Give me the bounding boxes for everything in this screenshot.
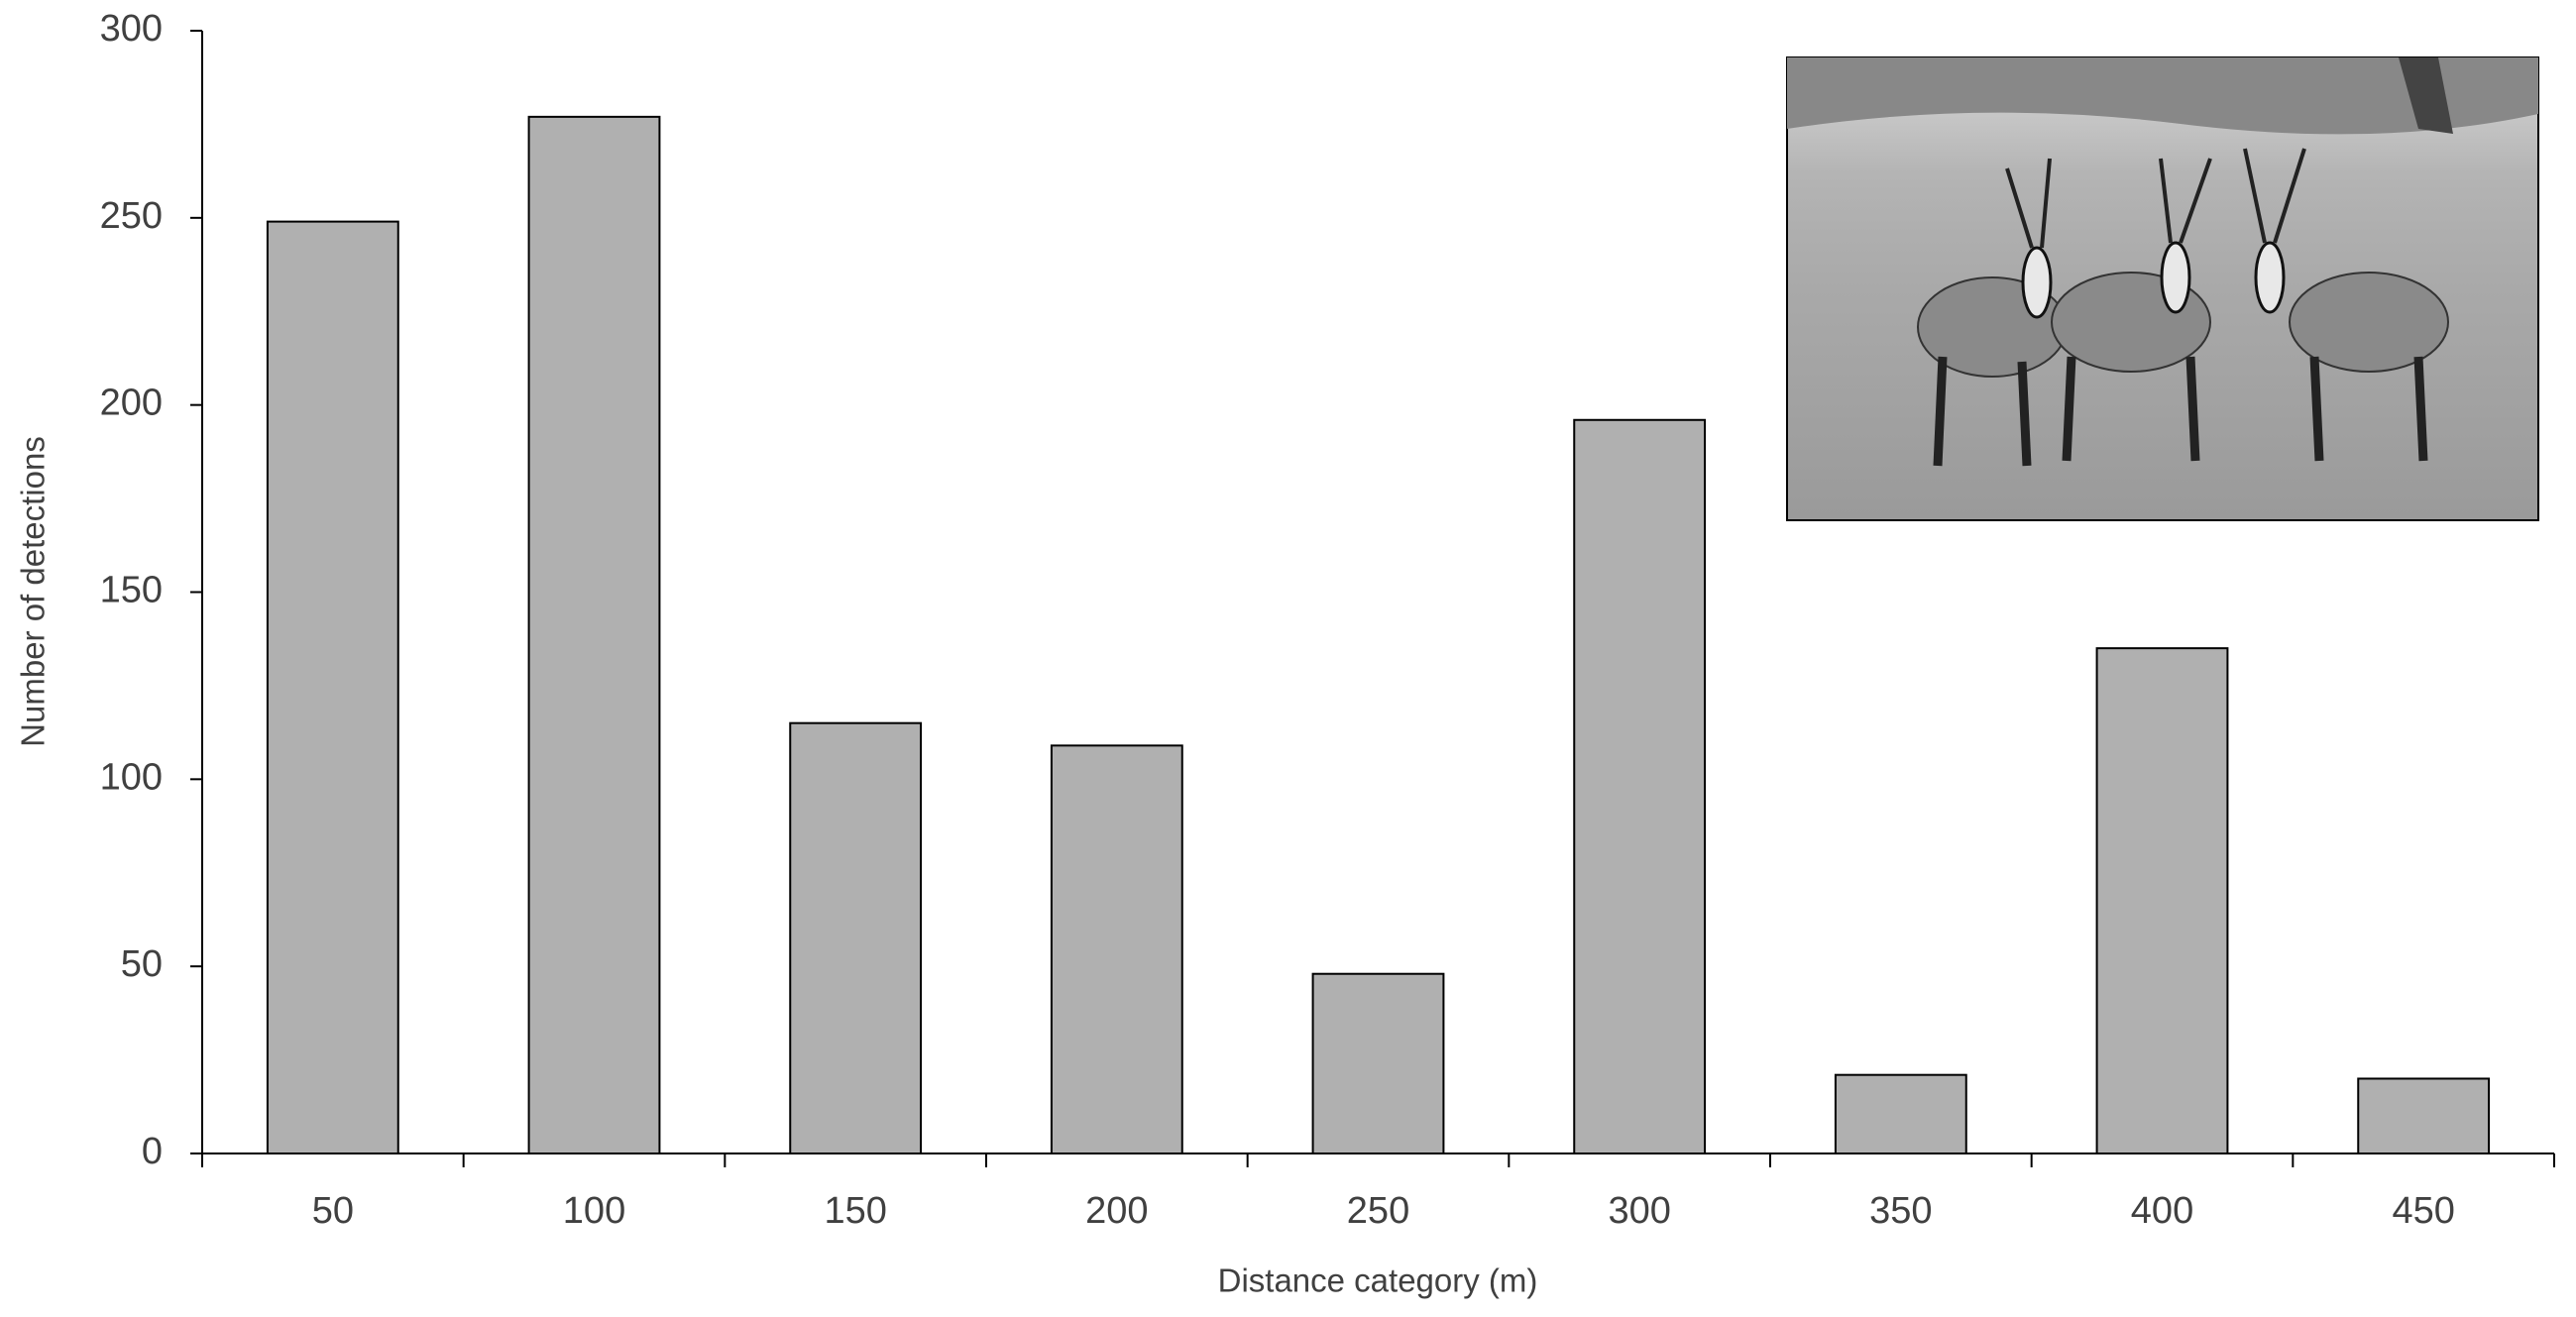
photo-inset <box>1786 56 2539 521</box>
x-tick-label: 150 <box>824 1190 886 1232</box>
bar <box>1311 972 1445 1154</box>
bar <box>789 721 923 1155</box>
y-tick-label: 150 <box>100 570 163 611</box>
y-tick-label: 100 <box>100 756 163 798</box>
bar <box>1573 418 1707 1155</box>
x-tick-label: 200 <box>1085 1190 1148 1232</box>
y-tick-label: 200 <box>100 383 163 424</box>
bar <box>266 220 399 1155</box>
x-tick-label: 300 <box>1608 1190 1670 1232</box>
y-tick-label: 0 <box>142 1131 163 1172</box>
bar <box>527 115 661 1155</box>
bar <box>2357 1077 2491 1155</box>
x-tick-label: 50 <box>312 1190 354 1232</box>
x-tick-label: 250 <box>1347 1190 1409 1232</box>
bar <box>1834 1073 1967 1154</box>
x-tick-label: 350 <box>1869 1190 1932 1232</box>
x-tick-label: 400 <box>2131 1190 2193 1232</box>
y-tick-label: 300 <box>100 8 163 50</box>
bar <box>2095 647 2229 1155</box>
x-tick-label: 450 <box>2392 1190 2454 1232</box>
x-axis-title: Distance category (m) <box>1218 1262 1538 1299</box>
y-tick-label: 250 <box>100 195 163 237</box>
bar <box>1050 744 1183 1154</box>
y-axis-title: Number of detections <box>15 436 52 747</box>
x-tick-label: 100 <box>563 1190 625 1232</box>
y-tick-label: 50 <box>121 943 163 985</box>
